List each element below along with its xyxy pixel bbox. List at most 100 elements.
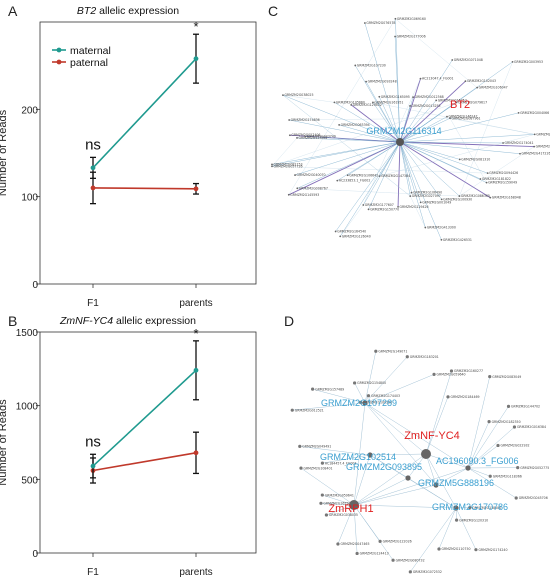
network-d-node-label: GRMZM2G083049 bbox=[492, 375, 521, 379]
network-d-node-label: GRMZM2G059641 bbox=[325, 493, 354, 497]
network-c-edge bbox=[289, 119, 401, 143]
network-c-node bbox=[339, 235, 342, 238]
network-c-node-label: GRMZM2G106490 bbox=[413, 191, 442, 195]
network-c-edge bbox=[459, 61, 513, 197]
network-c-node-label: GRMZM2G040997 bbox=[536, 145, 550, 149]
network-d-node bbox=[408, 570, 412, 574]
network-c-node-label: GRMZM2G100930 bbox=[443, 197, 472, 201]
network-c-edge bbox=[282, 94, 335, 103]
network-c-node bbox=[282, 94, 284, 97]
panel-b-paternal-point bbox=[193, 450, 199, 456]
network-d-edge bbox=[438, 507, 457, 550]
network-d-node-label: GRMZM2G124413 bbox=[360, 552, 389, 556]
network-c-edge bbox=[297, 141, 401, 189]
network-d-node-label: GRMZM2G149071 bbox=[378, 349, 407, 353]
network-d-node-label: GRMZM2G110750 bbox=[441, 547, 470, 551]
network-c-edge bbox=[364, 22, 401, 143]
network-c-node bbox=[394, 17, 397, 20]
network-c-edge bbox=[365, 81, 401, 143]
network-c-edge bbox=[289, 118, 451, 121]
network-c-node-label: GRMZM2G159049 bbox=[488, 181, 517, 185]
network-c-edge bbox=[355, 65, 401, 143]
network-d-edge bbox=[467, 421, 490, 469]
network-d-node bbox=[496, 443, 500, 448]
network-c-node bbox=[464, 80, 467, 83]
network-c-edge bbox=[399, 112, 519, 143]
network-d-node-label: GRMZM2G080732 bbox=[396, 558, 425, 562]
network-c-edge bbox=[399, 141, 488, 174]
network-c-node-label: GRMZM2G094426 bbox=[489, 171, 518, 175]
panel-a-xtick-label: parents bbox=[179, 298, 212, 309]
network-c-node bbox=[378, 95, 381, 98]
network-d-edge bbox=[364, 351, 377, 404]
network-d-node bbox=[516, 466, 520, 470]
network-c-edge bbox=[339, 124, 401, 143]
network-d-edge bbox=[300, 467, 355, 506]
network-c-node bbox=[485, 181, 488, 184]
network-c-node-label: GRMZM2G177006 bbox=[397, 35, 426, 39]
network-d-edge bbox=[353, 402, 366, 506]
network-c-node bbox=[334, 230, 337, 233]
network-c-edge bbox=[399, 141, 481, 180]
network-d-node bbox=[353, 381, 357, 385]
panel-b-annotation-star: * bbox=[193, 326, 198, 341]
network-c-node bbox=[288, 134, 291, 137]
network-c-edge bbox=[399, 141, 426, 228]
network-d-edge bbox=[353, 504, 457, 509]
network-c-node bbox=[519, 152, 521, 155]
network-c-edge bbox=[399, 59, 453, 143]
network-d-node bbox=[514, 496, 518, 500]
network-c-node-label: GRMZM2G174041 bbox=[505, 141, 534, 145]
network-d-red-hub-node bbox=[421, 449, 431, 459]
network-d-edge bbox=[467, 467, 491, 477]
network-c-node bbox=[271, 163, 273, 166]
panel-a-legend-label-paternal: paternal bbox=[70, 57, 108, 69]
network-d-hub-label: GRMZM2G102514 bbox=[320, 452, 396, 462]
network-c-node-label: GRMZM2G145593 bbox=[290, 193, 319, 197]
network-d-node bbox=[454, 518, 459, 522]
network-c-node bbox=[362, 204, 365, 206]
panel-a-xtick-label: F1 bbox=[87, 298, 99, 309]
network-d-edge bbox=[364, 402, 469, 469]
network-c-node bbox=[502, 142, 504, 144]
network-d-node-label: GRMZM2G165500 bbox=[323, 501, 352, 505]
network-d-hub-node bbox=[362, 400, 368, 406]
network-c-edge bbox=[399, 141, 460, 160]
network-c-node-label: GRMZM2G181822 bbox=[482, 177, 511, 181]
network-c-edge bbox=[372, 102, 535, 135]
network-d-red-hub-label: ZmRPH1 bbox=[328, 503, 373, 515]
network-c-edge bbox=[288, 141, 401, 196]
network-d-edge bbox=[455, 507, 477, 550]
panel-letter-c: C bbox=[268, 3, 278, 19]
network-d-node-label: GRMZM2G059640 bbox=[437, 373, 466, 377]
network-d-edge bbox=[354, 382, 366, 404]
network-c-node bbox=[455, 101, 458, 104]
network-d-edge bbox=[312, 388, 366, 404]
network-c-node-label: GRMZM2G033740 bbox=[307, 134, 336, 138]
network-d-node bbox=[355, 551, 359, 556]
network-c-node-label: GRMZM2G015753 bbox=[438, 98, 467, 102]
network-d-node-label: GRMZM2G157489 bbox=[315, 387, 344, 391]
network-c-node bbox=[336, 179, 339, 182]
network-c-edge bbox=[271, 141, 401, 167]
network-c-node-label: GRMZM2G147384 bbox=[381, 174, 410, 178]
network-c-edge bbox=[282, 95, 411, 197]
network-c-node bbox=[419, 77, 422, 80]
network-d-edge bbox=[407, 477, 457, 509]
network-c-node-label: GRMZM2G129402 bbox=[353, 103, 382, 107]
network-c-edge bbox=[340, 141, 401, 237]
network-d-hub-label: GRMZM5G888196 bbox=[418, 478, 494, 488]
network-d-edge bbox=[435, 467, 469, 486]
network-c-node-label: GRMZM2G003953 bbox=[514, 60, 543, 64]
panel-a-legend-label-maternal: maternal bbox=[70, 45, 111, 57]
panel-a-ytick-label: 200 bbox=[21, 105, 38, 116]
network-c-edge bbox=[459, 146, 535, 197]
network-c-hub-label-bt2: BT2 bbox=[450, 99, 470, 111]
panel-b-ytick-label: 1500 bbox=[16, 328, 39, 339]
network-d-edge bbox=[337, 504, 355, 545]
network-d-edge bbox=[410, 507, 457, 572]
network-d-node-label: AC184457.4_FG003 bbox=[325, 461, 357, 465]
network-c-edge bbox=[372, 102, 401, 143]
network-c-edge bbox=[399, 141, 535, 148]
